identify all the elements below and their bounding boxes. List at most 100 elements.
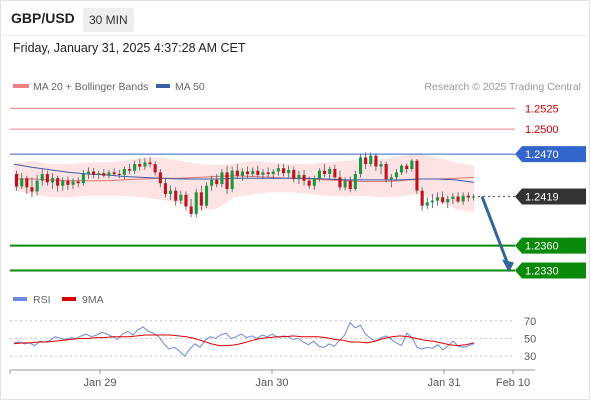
- candle-body: [400, 165, 404, 173]
- candle-body: [420, 190, 424, 206]
- source-credit: Research © 2025 Trading Central: [424, 81, 581, 93]
- candle-body: [102, 173, 106, 176]
- rsi-tick-label: 50: [524, 334, 536, 346]
- candle-body: [266, 172, 270, 175]
- rsi-ma-legend-swatch: [62, 297, 76, 301]
- candle-body: [302, 174, 306, 181]
- candle-body: [15, 174, 19, 187]
- candle-body: [92, 171, 96, 175]
- interval-badge[interactable]: 30 MIN: [83, 8, 134, 32]
- candle-body: [122, 169, 126, 175]
- candle-body: [199, 192, 203, 206]
- candle-body: [235, 170, 239, 176]
- candlesticks: [15, 152, 475, 218]
- candle-body: [117, 174, 121, 175]
- chart-datetime: Friday, January 31, 2025 4:37:28 AM CET: [13, 41, 246, 55]
- candle-body: [45, 174, 49, 183]
- candle-body: [179, 194, 183, 201]
- candle-body: [451, 196, 455, 199]
- candle-body: [328, 169, 332, 174]
- candle-body: [40, 174, 44, 181]
- ma50-line: [13, 163, 475, 183]
- candle-body: [133, 164, 137, 171]
- candle-body: [71, 181, 75, 185]
- ma20-line: [14, 175, 475, 182]
- rsi-tick-label: 30: [524, 351, 536, 363]
- candle-body: [394, 172, 398, 178]
- candle-body: [25, 178, 29, 188]
- rsi-panel: 70 50 30: [10, 316, 536, 363]
- rsi-legend-label: RSI: [33, 294, 51, 306]
- candle-body: [148, 162, 152, 165]
- candle-body: [261, 172, 265, 175]
- candle-body: [405, 165, 409, 169]
- candle-body: [138, 164, 142, 167]
- candle-body: [225, 172, 229, 189]
- candle-body: [384, 164, 388, 180]
- candle-body: [240, 171, 244, 176]
- ma20-legend-swatch: [13, 84, 29, 88]
- candle-body: [271, 171, 275, 174]
- x-tick-label: Feb 10: [496, 377, 530, 389]
- rsi-series-0: [13, 321, 475, 357]
- candle-body: [287, 169, 291, 174]
- candle-body: [158, 172, 162, 184]
- candle-body: [256, 170, 260, 175]
- x-tick-label: Jan 30: [255, 377, 288, 389]
- candle-body: [425, 202, 429, 206]
- level-tag-pivot: [515, 146, 586, 163]
- rsi-ma-legend-label: 9MA: [82, 294, 104, 306]
- candle-body: [415, 160, 419, 191]
- price-level-labels: 1.2525 1.2500 1.2470 1.2419 1.2360 1.2330: [515, 103, 586, 279]
- candle-body: [359, 157, 363, 174]
- x-tick-label: Jan 31: [427, 377, 460, 389]
- candle-body: [20, 178, 24, 187]
- candle-body: [230, 170, 234, 189]
- candle-body: [307, 180, 311, 186]
- candle-body: [282, 168, 286, 174]
- x-tick-label: Jan 29: [83, 377, 116, 389]
- candle-body: [194, 192, 198, 214]
- candle-body: [189, 206, 193, 214]
- candle-body: [317, 170, 321, 179]
- legend-row: MA 20 + Bollinger Bands MA 50 Research ©…: [13, 81, 581, 93]
- moving-averages: [13, 163, 475, 183]
- candle-body: [174, 190, 178, 201]
- candle-body: [348, 180, 352, 189]
- forecast-arrow-head: [502, 259, 514, 273]
- candle-body: [210, 179, 214, 186]
- level-label-support: 1.2330: [525, 266, 559, 278]
- candle-body: [56, 178, 60, 186]
- candle-body: [338, 177, 342, 188]
- forecast-arrow: [480, 195, 514, 273]
- candle-body: [128, 169, 132, 171]
- candle-body: [215, 179, 219, 185]
- candle-body: [163, 183, 167, 194]
- ma50-legend-label: MA 50: [175, 81, 205, 93]
- candle-body: [184, 194, 188, 207]
- candle-body: [143, 162, 147, 167]
- candle-body: [297, 174, 301, 180]
- symbol-title: GBP/USD: [11, 10, 75, 26]
- candle-body: [81, 174, 85, 184]
- candle-body: [364, 157, 368, 165]
- candle-body: [369, 155, 373, 164]
- candle-body: [446, 199, 450, 203]
- candle-body: [220, 172, 224, 184]
- rsi-legend: RSI 9MA: [13, 294, 104, 306]
- candle-body: [441, 197, 445, 203]
- candle-body: [169, 190, 173, 194]
- rsi-legend-swatch: [13, 297, 27, 301]
- rsi-tick-label: 70: [524, 316, 536, 328]
- candle-body: [76, 181, 80, 184]
- candle-body: [153, 164, 157, 173]
- level-tag-last: [515, 188, 586, 205]
- candle-body: [86, 171, 90, 174]
- candle-body: [292, 169, 296, 180]
- candle-body: [51, 178, 55, 183]
- level-label-last: 1.2419: [525, 191, 559, 203]
- candle-body: [107, 172, 111, 176]
- candle-body: [61, 180, 65, 186]
- candle-body: [430, 200, 434, 203]
- level-tag-support: [515, 237, 586, 254]
